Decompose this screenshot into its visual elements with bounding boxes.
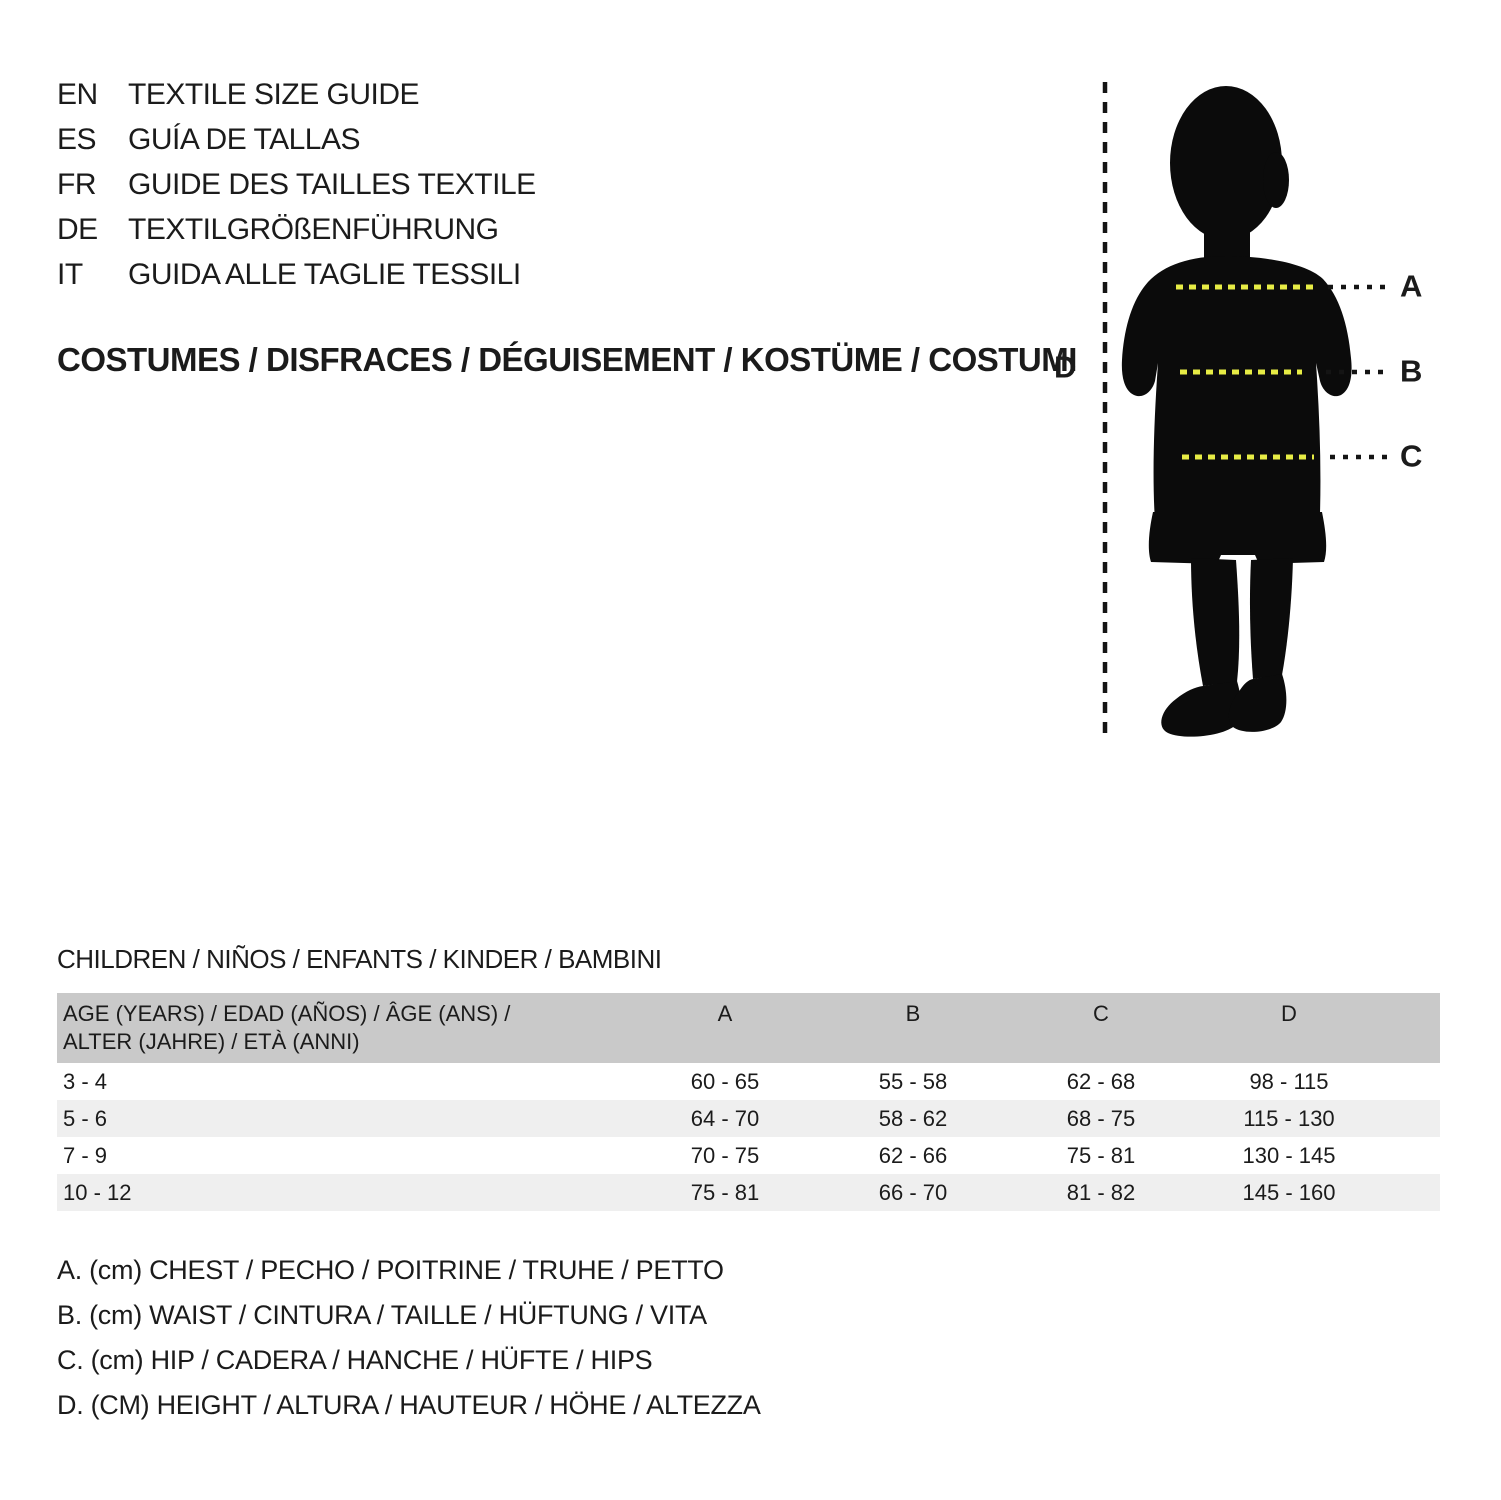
- age-header-line2: ALTER (JAHRE) / ETÀ (ANNI): [63, 1029, 360, 1054]
- column-header-b: B: [905, 1001, 921, 1026]
- child-silhouette: [1121, 86, 1352, 737]
- legend-hip: C. (cm) HIP / CADERA / HANCHE / HÜFTE / …: [57, 1345, 653, 1375]
- header-filler-cell: [1383, 1000, 1440, 1057]
- filler-cell: [1383, 1174, 1440, 1211]
- language-row-en: EN TEXTILE SIZE GUIDE: [57, 72, 536, 117]
- language-label: TEXTILGRÖßENFÜHRUNG: [128, 213, 499, 246]
- size-table: AGE (YEARS) / EDAD (AÑOS) / ÂGE (ANS) / …: [57, 993, 1440, 1211]
- language-code: DE: [57, 213, 98, 246]
- language-label: GUIDE DES TAILLES TEXTILE: [128, 168, 536, 201]
- age-header-line1: AGE (YEARS) / EDAD (AÑOS) / ÂGE (ANS) /: [63, 1001, 511, 1026]
- filler-cell: [1383, 1137, 1440, 1174]
- table-row: 7 - 9 70 - 75 62 - 66 75 - 81 130 - 145: [57, 1137, 1440, 1174]
- legend-height: D. (CM) HEIGHT / ALTURA / HAUTEUR / HÖHE…: [57, 1390, 761, 1420]
- waist-cell: 55 - 58: [878, 1069, 948, 1094]
- height-cell: 115 - 130: [1243, 1106, 1335, 1131]
- measure-label-c: C: [1400, 438, 1423, 474]
- hip-cell: 81 - 82: [1066, 1180, 1136, 1205]
- language-code: FR: [57, 168, 97, 201]
- legend-waist: B. (cm) WAIST / CINTURA / TAILLE / HÜFTU…: [57, 1300, 707, 1330]
- chest-cell: 75 - 81: [690, 1180, 760, 1205]
- size-table-header-row: AGE (YEARS) / EDAD (AÑOS) / ÂGE (ANS) / …: [57, 993, 1440, 1063]
- language-label: GUIDA ALLE TAGLIE TESSILI: [128, 258, 521, 291]
- language-code: EN: [57, 78, 98, 111]
- language-row-fr: FR GUIDE DES TAILLES TEXTILE: [57, 162, 536, 207]
- measure-label-b: B: [1400, 353, 1423, 389]
- language-row-it: IT GUIDA ALLE TAGLIE TESSILI: [57, 252, 536, 297]
- height-cell: 130 - 145: [1242, 1143, 1336, 1168]
- child-silhouette-icon: [1102, 82, 1390, 738]
- chest-cell: 70 - 75: [690, 1143, 760, 1168]
- language-code: ES: [57, 123, 97, 156]
- language-list: EN TEXTILE SIZE GUIDE ES GUÍA DE TALLAS …: [57, 72, 536, 297]
- language-row-de: DE TEXTILGRÖßENFÜHRUNG: [57, 207, 536, 252]
- language-code: IT: [57, 258, 83, 291]
- filler-cell: [1383, 1063, 1440, 1100]
- language-row-es: ES GUÍA DE TALLAS: [57, 117, 536, 162]
- category-title: COSTUMES / DISFRACES / DÉGUISEMENT / KOS…: [57, 341, 1077, 378]
- column-header-a: A: [717, 1001, 733, 1026]
- age-cell: 10 - 12: [63, 1180, 132, 1205]
- age-cell: 5 - 6: [63, 1106, 108, 1131]
- measure-label-a: A: [1400, 268, 1423, 304]
- column-header-c: C: [1093, 1001, 1109, 1026]
- table-row: 10 - 12 75 - 81 66 - 70 81 - 82 145 - 16…: [57, 1174, 1440, 1211]
- hip-cell: 68 - 75: [1066, 1106, 1136, 1131]
- hip-cell: 62 - 68: [1066, 1069, 1136, 1094]
- measurement-figure: A B C D: [1030, 60, 1490, 760]
- height-cell: 98 - 115: [1249, 1069, 1329, 1094]
- size-table-title: CHILDREN / NIÑOS / ENFANTS / KINDER / BA…: [57, 944, 662, 974]
- measurement-legend: A. (cm) CHEST / PECHO / POITRINE / TRUHE…: [57, 1248, 761, 1428]
- language-label: TEXTILE SIZE GUIDE: [128, 78, 420, 111]
- filler-cell: [1383, 1100, 1440, 1137]
- age-header-cell: AGE (YEARS) / EDAD (AÑOS) / ÂGE (ANS) / …: [57, 1000, 631, 1057]
- waist-cell: 58 - 62: [878, 1106, 948, 1131]
- table-row: 3 - 4 60 - 65 55 - 58 62 - 68 98 - 115: [57, 1063, 1440, 1100]
- age-cell: 7 - 9: [63, 1143, 108, 1168]
- legend-chest: A. (cm) CHEST / PECHO / POITRINE / TRUHE…: [57, 1255, 724, 1285]
- height-cell: 145 - 160: [1242, 1180, 1336, 1205]
- age-cell: 3 - 4: [63, 1069, 108, 1094]
- table-row: 5 - 6 64 - 70 58 - 62 68 - 75 115 - 130: [57, 1100, 1440, 1137]
- language-label: GUÍA DE TALLAS: [128, 123, 361, 156]
- measure-label-d: D: [1054, 349, 1077, 385]
- chest-cell: 64 - 70: [690, 1106, 760, 1131]
- column-header-d: D: [1281, 1001, 1297, 1026]
- waist-cell: 66 - 70: [878, 1180, 948, 1205]
- hip-cell: 75 - 81: [1066, 1143, 1136, 1168]
- chest-cell: 60 - 65: [690, 1069, 760, 1094]
- waist-cell: 62 - 66: [878, 1143, 948, 1168]
